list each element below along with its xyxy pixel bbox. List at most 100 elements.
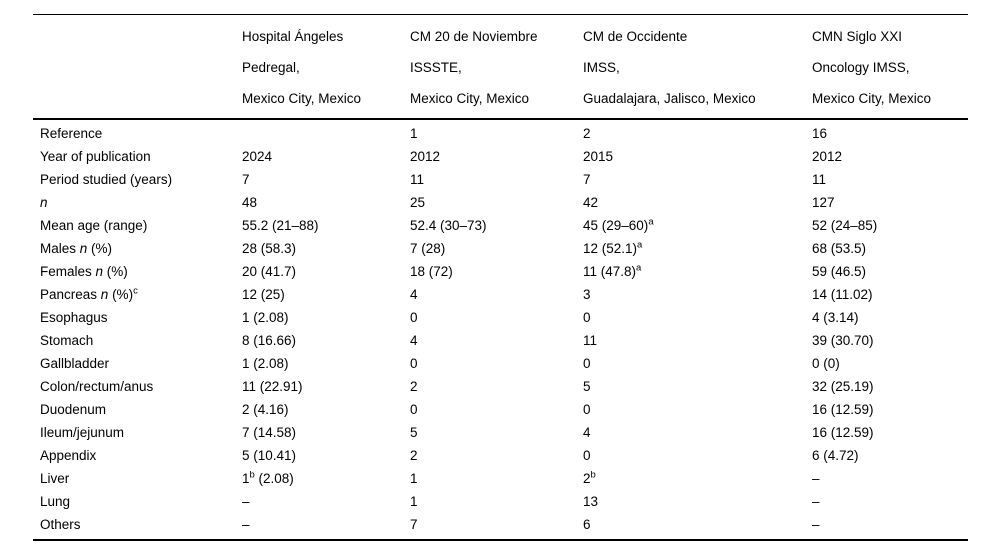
row-label: n [40, 195, 48, 210]
cell: 2 [410, 379, 418, 394]
cell: 5 (10.41) [242, 448, 297, 463]
cell: 2 (4.16) [242, 402, 289, 417]
row-label: Liver [40, 471, 70, 486]
header-cm-occidente: CM de Occidente IMSS, Guadalajara, Jalis… [583, 29, 756, 106]
cell: 7 [583, 172, 591, 187]
table-row: Reference 1 2 16 [33, 119, 968, 145]
cell: 2012 [410, 149, 441, 164]
cell: 2 [583, 126, 591, 141]
cell: 7 (14.58) [242, 425, 297, 440]
cell: 11 [812, 172, 827, 187]
cell: 1 (2.08) [242, 310, 289, 325]
cell: 5 [410, 425, 418, 440]
cell: 0 [583, 356, 591, 371]
table-row: n 48 25 42 127 [33, 191, 968, 214]
table-row: Colon/rectum/anus 11 (22.91) 2 5 32 (25.19) [33, 375, 968, 398]
cell: 1b (2.08) [242, 469, 294, 486]
header-corner-cell [33, 15, 242, 120]
cell: 52 (24–85) [812, 218, 878, 233]
header-cmn-siglo-xxi: CMN Siglo XXI Oncology IMSS, Mexico City… [812, 29, 932, 106]
table-row: Gallbladder 1 (2.08) 0 0 0 (0) [33, 352, 968, 375]
cell: 2 [410, 448, 418, 463]
table-row: Ileum/jejunum 7 (14.58) 5 4 16 (12.59) [33, 421, 968, 444]
cell: 2015 [583, 149, 614, 164]
row-label: Appendix [40, 448, 97, 463]
row-label: Gallbladder [40, 356, 110, 371]
cell: 48 [242, 195, 258, 210]
row-label: Mean age (range) [40, 218, 148, 233]
cell: 4 [583, 425, 591, 440]
table-row: Males n (%) 28 (58.3) 7 (28) 12 (52.1)a 68 (… [33, 237, 968, 260]
cell: 39 (30.70) [812, 333, 874, 348]
table-row: Appendix 5 (10.41) 2 0 6 (4.72) [33, 444, 968, 467]
cell: 5 [583, 379, 591, 394]
cell: 16 [812, 126, 828, 141]
cell: 68 (53.5) [812, 241, 867, 256]
cell: 2b [583, 469, 596, 486]
cell: 14 (11.02) [812, 287, 873, 302]
cell: 18 (72) [410, 264, 453, 279]
header-cm-20-noviembre: CM 20 de Noviembre ISSSTE, Mexico City, … [410, 29, 538, 106]
table-row: Duodenum 2 (4.16) 0 0 16 (12.59) [33, 398, 968, 421]
cell: 127 [812, 195, 835, 210]
cell: 52.4 (30–73) [410, 218, 487, 233]
cell: 28 (58.3) [242, 241, 297, 256]
cell: 0 [583, 402, 591, 417]
cell: 59 (46.5) [812, 264, 867, 279]
table-body: Reference 1 2 16 Year of publication 2024 2012… [33, 119, 968, 540]
cell: 11 (47.8)a [583, 262, 642, 279]
cell: 0 [410, 356, 418, 371]
cell: 7 [410, 517, 418, 532]
row-label: Males n (%) [40, 241, 113, 256]
table-row: Period studied (years) 7 11 7 11 [33, 168, 968, 191]
row-label: Period studied (years) [40, 172, 173, 187]
table-row: Stomach 8 (16.66) 4 11 39 (30.70) [33, 329, 968, 352]
cell: 2024 [242, 149, 273, 164]
table-row: Females n (%) 20 (41.7) 18 (72) 11 (47.8)a 5… [33, 260, 968, 283]
cell: 16 (12.59) [812, 425, 874, 440]
cell: 12 (25) [242, 287, 285, 302]
cell: 0 [410, 310, 418, 325]
header-hospital-angeles: Hospital Ángeles Pedregal, Mexico City, … [242, 29, 362, 106]
cell: – [812, 494, 820, 509]
hospital-comparison-table: Hospital Ángeles Pedregal, Mexico City, … [33, 14, 968, 541]
row-label: Stomach [40, 333, 94, 348]
cell: – [812, 517, 820, 532]
cell: 42 [583, 195, 599, 210]
row-label: Pancreas n (%)c [40, 285, 138, 302]
cell: 55.2 (21–88) [242, 218, 319, 233]
table-row: Liver 1b (2.08) 1 2b – [33, 467, 968, 490]
cell: 11 [410, 172, 425, 187]
cell: 1 [410, 494, 418, 509]
table-row: Mean age (range) 55.2 (21–88) 52.4 (30–73)… [33, 214, 968, 237]
cell: 0 (0) [812, 356, 840, 371]
cell: 1 [410, 471, 418, 486]
cell: 25 [410, 195, 426, 210]
cell: 6 (4.72) [812, 448, 859, 463]
cell [242, 119, 410, 145]
cell: 7 (28) [410, 241, 446, 256]
cell: – [242, 494, 250, 509]
cell: 8 (16.66) [242, 333, 297, 348]
cell: 13 [583, 494, 599, 509]
cell: 3 [583, 287, 591, 302]
paper-table-region: Hospital Ángeles Pedregal, Mexico City, … [33, 14, 968, 541]
cell: 0 [583, 448, 591, 463]
cell: 1 [410, 126, 418, 141]
cell: 11 [583, 333, 598, 348]
row-label: Females n (%) [40, 264, 128, 279]
table-row: Year of publication 2024 2012 2015 2012 [33, 145, 968, 168]
header-row: Hospital Ángeles Pedregal, Mexico City, … [33, 14, 968, 120]
cell: 6 [583, 517, 591, 532]
row-label: Esophagus [40, 310, 108, 325]
cell: 45 (29–60)a [583, 216, 654, 233]
table-row: Lung – 1 13 – [33, 490, 968, 513]
row-label: Reference [40, 126, 103, 141]
cell: 4 (3.14) [812, 310, 859, 325]
row-label: Year of publication [40, 149, 151, 164]
cell: 11 (22.91) [242, 379, 303, 394]
table-row: Pancreas n (%)c 12 (25) 4 3 14 (11.02) [33, 283, 968, 306]
table-row: Others – 7 6 – [33, 513, 968, 540]
cell: – [812, 471, 820, 486]
cell: 16 (12.59) [812, 402, 874, 417]
